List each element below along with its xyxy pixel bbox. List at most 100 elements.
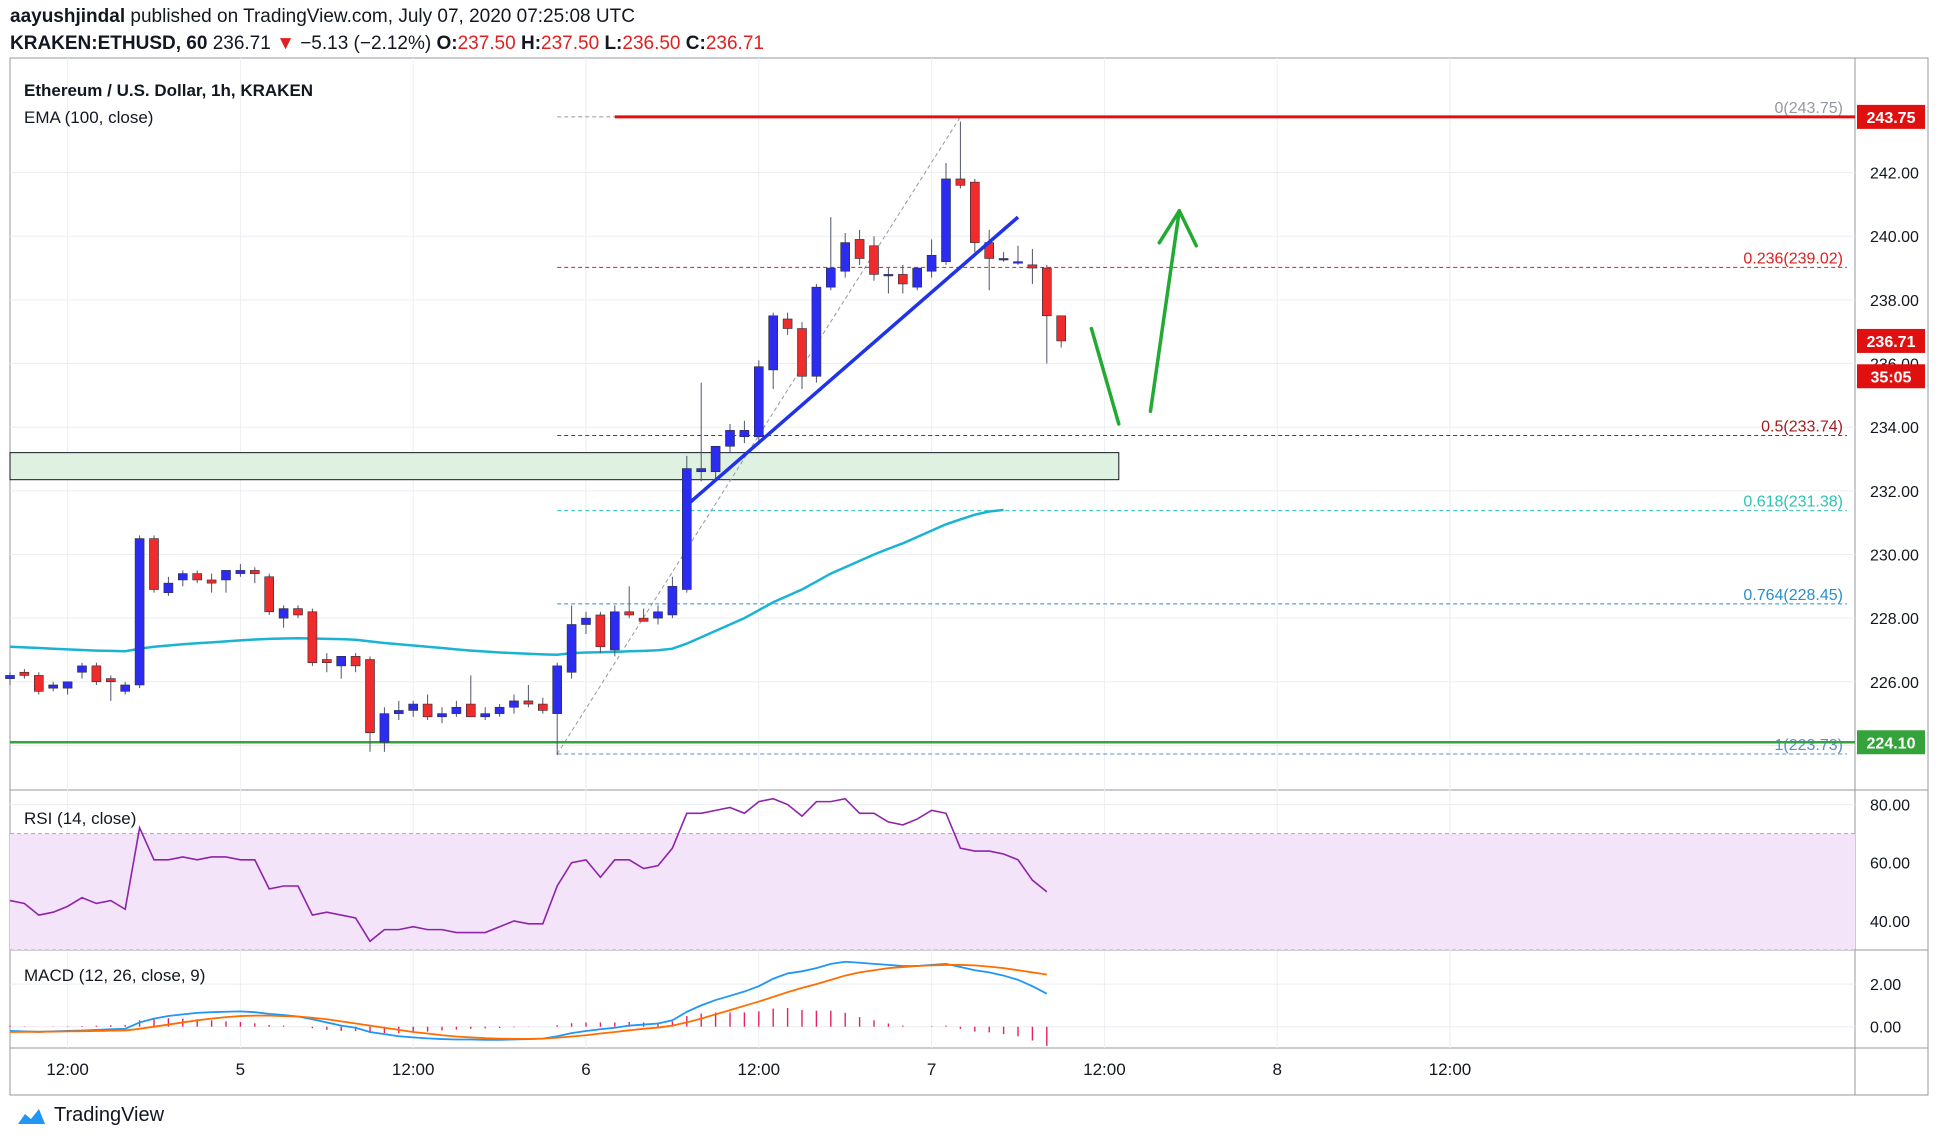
projection-arrowhead <box>1157 209 1199 248</box>
high-value: 237.50 <box>541 33 600 54</box>
support-price-label: 224.10 <box>1867 735 1916 752</box>
macd-tick-label: 0.00 <box>1870 1020 1901 1037</box>
price-tick-label: 234.00 <box>1870 420 1919 437</box>
change-arrow-icon: ▼ <box>276 33 295 54</box>
candle-up <box>62 681 73 689</box>
support-zone-box <box>9 452 1120 481</box>
price-badge-label: 243.75 <box>1867 110 1916 127</box>
low-value: 236.50 <box>622 33 681 54</box>
candle-down <box>537 703 548 711</box>
candle-down <box>1056 315 1066 342</box>
candle-down <box>638 617 649 622</box>
candle-up <box>609 611 620 651</box>
axes: 224.00226.00228.00230.00232.00234.00236.… <box>46 104 1925 1079</box>
candle-up <box>77 665 87 673</box>
candle-down <box>465 703 476 718</box>
time-tick-label: 5 <box>236 1060 245 1079</box>
close-label: C: <box>685 33 706 54</box>
macd-tick-label: 2.00 <box>1870 977 1901 994</box>
price-badge <box>1857 104 1925 129</box>
candle-up <box>739 430 750 438</box>
candle-up <box>509 700 519 708</box>
price-tick-label: 228.00 <box>1870 611 1919 628</box>
candle-up <box>566 624 577 673</box>
candle-down <box>624 611 635 616</box>
rsi-line <box>9 797 1048 943</box>
time-tick-label: 12:00 <box>46 1060 89 1079</box>
candle-up <box>840 242 851 272</box>
price-tick-label: 240.00 <box>1870 229 1919 246</box>
candle-up <box>178 573 188 581</box>
price-badge-label: 236.71 <box>1867 334 1916 351</box>
candle-down <box>192 573 202 581</box>
price-pane: 0(243.75) 0.236(239.02) 0.5(233.74) 0.618(2… <box>5 100 1855 755</box>
candle-up <box>437 713 447 718</box>
candle-down <box>91 665 102 683</box>
candle-up <box>753 366 764 438</box>
fib-level-label: 1(223.73) <box>1775 737 1844 754</box>
ema-indicator-label: EMA (100, close) <box>24 108 153 127</box>
price-badge <box>1857 328 1925 353</box>
time-tick-label: 12:00 <box>1083 1060 1126 1079</box>
candle-up <box>278 608 289 619</box>
bullish-trendline <box>685 215 1020 507</box>
projection-down-segment <box>1089 326 1121 426</box>
rsi-tick-label: 40.00 <box>1870 914 1910 931</box>
high-label: H: <box>520 33 542 54</box>
candle-down <box>869 245 879 275</box>
rsi-indicator-label: RSI (14, close) <box>24 809 136 828</box>
candle-down <box>350 656 361 667</box>
candle-up <box>235 570 246 574</box>
candle-up <box>1013 261 1023 264</box>
candle-down <box>307 611 318 663</box>
tradingview-logo[interactable]: TradingView <box>14 1104 164 1127</box>
fib-level-label: 0.5(233.74) <box>1761 418 1843 435</box>
time-tick-label: 6 <box>581 1060 590 1079</box>
candle-up <box>134 538 145 686</box>
candle-up <box>552 665 563 714</box>
price-change: −5.13 (−2.12%) <box>300 33 432 54</box>
candle-down <box>782 318 793 329</box>
candle-up <box>336 656 347 667</box>
candle-up <box>5 675 15 679</box>
candle-down <box>293 608 303 616</box>
candle-up <box>451 706 462 714</box>
candle-up <box>120 684 130 692</box>
candle-up <box>480 713 491 718</box>
candle-up <box>768 315 779 371</box>
candle-down <box>149 538 159 590</box>
candle-up <box>667 586 678 616</box>
price-tick-label: 238.00 <box>1870 293 1919 310</box>
candle-up <box>725 430 735 447</box>
candle-down <box>250 570 260 574</box>
support-price-badge <box>1857 730 1925 755</box>
last-price: 236.71 <box>212 33 271 54</box>
time-tick-label: 12:00 <box>738 1060 781 1079</box>
candle-up <box>825 267 836 288</box>
time-tick-label: 8 <box>1272 1060 1281 1079</box>
candle-up <box>811 286 822 377</box>
candle-up <box>163 582 174 593</box>
candle-up <box>710 445 721 473</box>
grid <box>10 58 1855 1048</box>
candle-up <box>581 617 591 625</box>
price-tick-label: 226.00 <box>1870 675 1919 692</box>
brand-name: TradingView <box>54 1104 165 1126</box>
ohlc-line: KRAKEN:ETHUSD, 60 236.71 ▼ −5.13 (−2.12%… <box>10 33 764 55</box>
candle-down <box>955 178 966 186</box>
time-tick-label: 12:00 <box>1429 1060 1472 1079</box>
rsi-tick-label: 60.00 <box>1870 856 1910 873</box>
candle-down <box>897 274 908 285</box>
author-name[interactable]: aayushjindal <box>10 6 126 27</box>
tradingview-cloud-icon <box>18 1108 45 1124</box>
candle-up <box>494 706 505 714</box>
candle-up <box>393 710 404 714</box>
low-label: L: <box>604 33 623 54</box>
time-tick-label: 7 <box>927 1060 936 1079</box>
candle-down <box>1027 264 1038 269</box>
price-tick-label: 242.00 <box>1870 166 1919 183</box>
candle-up <box>696 468 707 473</box>
candle-down <box>523 700 534 705</box>
ema-100-line <box>9 508 1004 656</box>
